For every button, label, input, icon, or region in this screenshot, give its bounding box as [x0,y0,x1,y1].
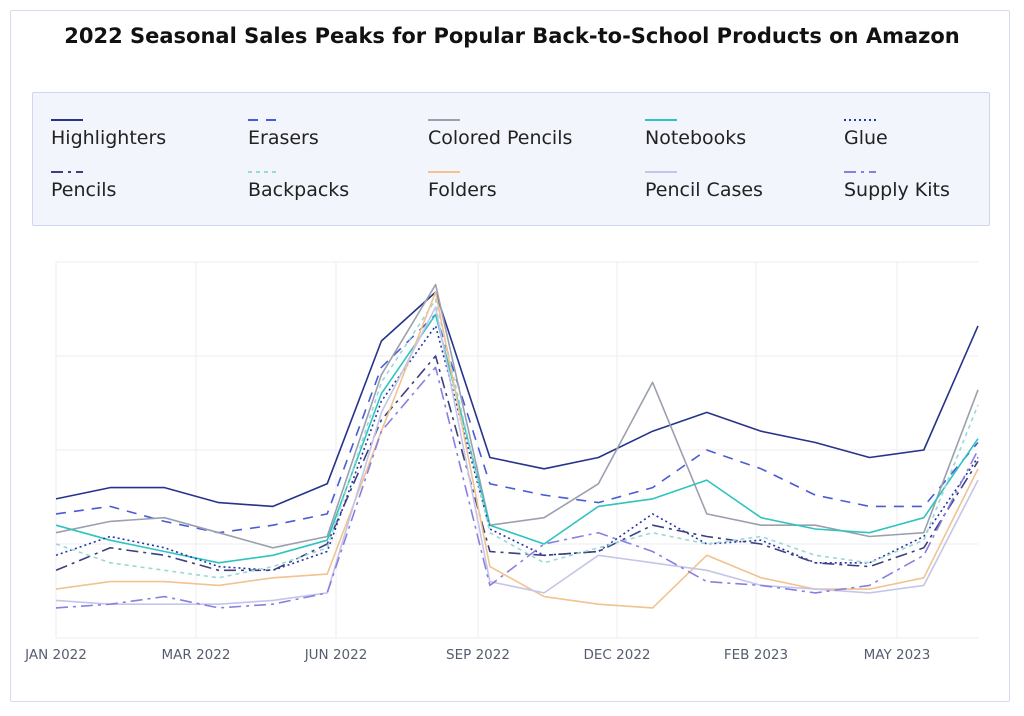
series-line-glue [55,325,979,572]
series-line-colored-pencils [55,283,979,549]
x-tick-label: JUN 2022 [304,647,368,663]
x-tick-label: MAR 2022 [162,647,231,663]
legend-label: Notebooks [645,127,747,149]
legend-label: Highlighters [51,127,167,149]
series-line-highlighters [55,291,979,508]
chart-title: 2022 Seasonal Sales Peaks for Popular Ba… [64,24,960,48]
series-line-backpacks [55,298,979,579]
legend-swatch [645,119,677,121]
series-line-pencil-cases [55,306,979,606]
legend-swatch [844,171,876,173]
legend: Highlighters Erasers Colored Pencils Notebo… [32,92,990,226]
x-tick-label: JAN 2022 [24,647,87,663]
legend-label: Backpacks [248,179,350,201]
legend-label: Glue [844,127,888,149]
series-line-notebooks [55,313,979,564]
series-line-pencils [55,355,979,572]
legend-label: Supply Kits [844,179,950,201]
legend-swatch [645,171,677,173]
x-tick-label: FEB 2023 [724,647,788,663]
legend-swatch [844,119,876,121]
series-line-erasers [55,313,979,534]
legend-swatch [248,119,280,121]
legend-label: Pencil Cases [645,179,763,201]
legend-swatch [51,171,83,173]
legend-swatch [428,119,460,121]
legend-label: Erasers [248,127,319,149]
series-line-supply-kits [55,366,979,609]
x-tick-label: MAY 2023 [864,647,931,663]
legend-swatch [428,171,460,173]
legend-swatch [51,119,83,121]
grid [55,261,978,639]
series-lines [55,283,979,609]
legend-label: Folders [428,179,497,201]
x-tick-label: DEC 2022 [584,647,651,663]
legend-label: Pencils [51,179,117,201]
legend-swatch [248,171,280,173]
legend-label: Colored Pencils [428,127,573,149]
x-tick-label: SEP 2022 [446,647,510,663]
